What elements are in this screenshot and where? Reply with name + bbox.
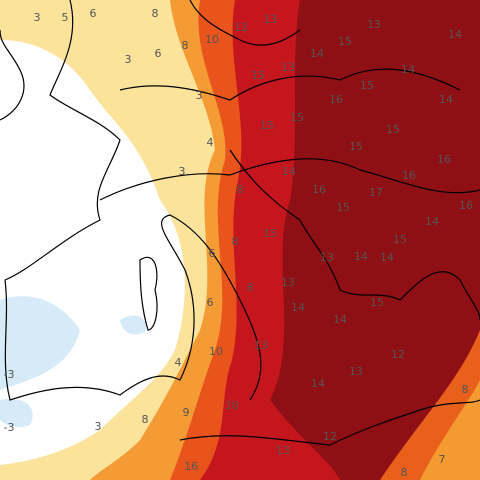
anomaly-label: 14: [310, 47, 324, 60]
anomaly-label: 16: [312, 183, 326, 196]
anomaly-label: 14: [401, 63, 415, 76]
anomaly-label: 16: [437, 153, 451, 166]
anomaly-label: 12: [323, 430, 337, 443]
anomaly-label: 14: [311, 377, 325, 390]
anomaly-label: 15: [393, 233, 407, 246]
anomaly-label: 15: [263, 227, 277, 240]
anomaly-label: 4: [175, 356, 182, 369]
coastlines: [0, 0, 480, 446]
anomaly-label: 8: [142, 413, 149, 426]
anomaly-label: 15: [349, 140, 363, 153]
anomaly-label: 16: [329, 93, 343, 106]
anomaly-label: 15: [360, 79, 374, 92]
anomaly-label: 9: [183, 406, 190, 419]
anomaly-label: 8: [232, 235, 239, 248]
anomaly-label: 14: [380, 251, 394, 264]
anomaly-label: 15: [336, 201, 350, 214]
anomaly-label: 14: [291, 301, 305, 314]
anomaly-label: 10: [209, 345, 223, 358]
anomaly-label: 8: [462, 383, 469, 396]
anomaly-label: 10: [225, 399, 239, 412]
anomaly-label: 8: [182, 39, 189, 52]
anomaly-label: 13: [276, 444, 290, 457]
anomaly-label: 13: [254, 339, 268, 352]
anomaly-label: 13: [281, 276, 295, 289]
anomaly-label: 3: [34, 11, 41, 24]
anomaly-label: 12: [234, 21, 248, 34]
anomaly-label: 8: [237, 183, 244, 196]
anomaly-label: 3: [95, 420, 102, 433]
anomaly-label: 10: [205, 33, 219, 46]
anomaly-label: 14: [354, 250, 368, 263]
anomaly-label: -3: [4, 421, 15, 434]
anomaly-label: 13: [263, 13, 277, 26]
anomaly-label: 8: [152, 7, 159, 20]
anomaly-label: 16: [184, 460, 198, 473]
anomaly-label: 17: [369, 186, 383, 199]
anomaly-label: 6: [207, 296, 214, 309]
anomaly-label: 14: [425, 215, 439, 228]
anomaly-label: 13: [320, 251, 334, 264]
anomaly-label: 16: [402, 169, 416, 182]
anomaly-label: 15: [290, 111, 304, 124]
anomaly-label: -3: [4, 368, 15, 381]
anomaly-label: 16: [459, 199, 473, 212]
map-labels: 3 5 6 8 3 6 8 10 12 13 13 14 15 13 14 15 14 3 4 8 15 15 16 15 15…: [4, 7, 473, 479]
anomaly-label: 14: [448, 28, 462, 41]
anomaly-label: 13: [349, 365, 363, 378]
anomaly-label: 7: [439, 453, 446, 466]
anomaly-label: 3: [125, 53, 132, 66]
anomaly-label: 4: [207, 136, 214, 149]
anomaly-label: 14: [282, 165, 296, 178]
anomaly-label: 15: [260, 119, 274, 132]
anomaly-label: 8: [247, 281, 254, 294]
anomaly-label: 13: [281, 61, 295, 74]
anomaly-label: 6: [155, 47, 162, 60]
anomaly-label: 15: [338, 35, 352, 48]
anomaly-label: 15: [370, 296, 384, 309]
anomaly-label: 3: [196, 89, 203, 102]
anomaly-label: 3: [179, 165, 186, 178]
anomaly-label: 8: [401, 466, 408, 479]
anomaly-label: 6: [209, 247, 216, 260]
anomaly-label: 5: [62, 11, 69, 24]
anomaly-label: 14: [439, 93, 453, 106]
anomaly-label: 13: [367, 18, 381, 31]
anomaly-label: 15: [251, 69, 265, 82]
anomaly-label: 15: [386, 123, 400, 136]
anomaly-label: 12: [391, 348, 405, 361]
anomaly-label: 6: [90, 7, 97, 20]
anomaly-label: 14: [333, 313, 347, 326]
